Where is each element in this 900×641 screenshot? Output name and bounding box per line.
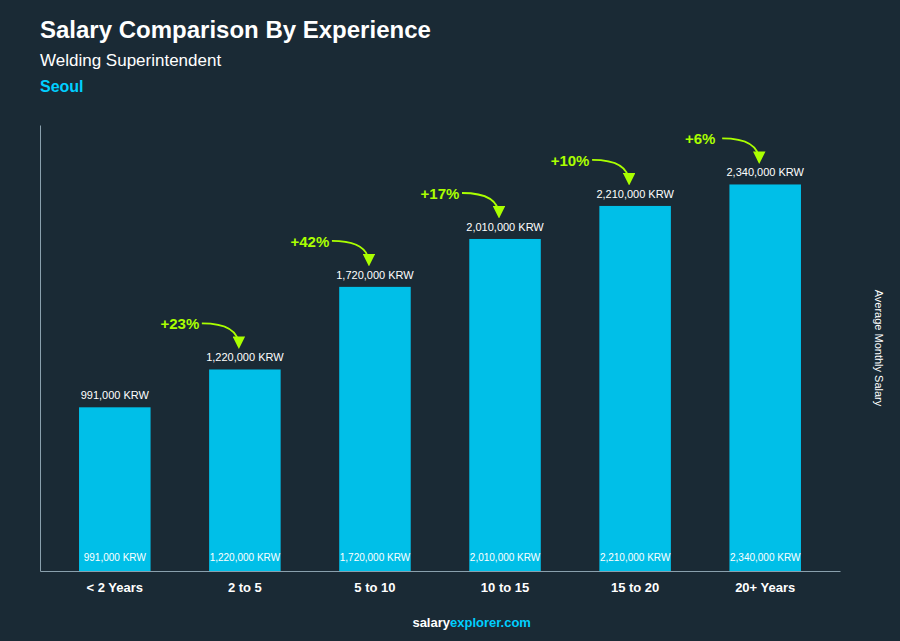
plot-area [79,184,801,571]
x-tick: 20+ Years [735,571,795,595]
bar [209,369,281,571]
annotation: +10% [551,152,590,169]
footer: salary [412,615,450,630]
x-tick: 5 to 10 [354,571,395,595]
annotation: +42% [291,233,330,250]
y-axis-line [40,126,41,572]
data-label-inner: 1,220,000 KRW [210,552,281,563]
x-tick-label: 5 to 10 [354,580,395,595]
annotation-arrow [722,138,759,161]
data-label-inner: 1,720,000 KRW [340,552,411,563]
bar [79,407,151,571]
annotations: +23% +42% +17% +10% +6% [160,130,759,346]
bar [469,239,541,571]
y-axis [40,126,41,572]
bar [729,184,801,571]
data-label-inner: 2,210,000 KRW [600,552,671,563]
x-axis: < 2 Years 2 to 5 5 to 10 10 to 15 15 to 20 20… [41,571,841,595]
x-axis-line [41,571,841,572]
chart: Salary Comparison By Experience Welding S… [0,0,900,641]
data-labels: 991,000 KRW 991,000 KRW 1,220,000 KRW 1,220… [81,166,805,563]
x-tick: < 2 Years [87,571,144,595]
annotation: +6% [685,130,715,147]
annotation-arrow [332,241,369,264]
x-tick-label: 20+ Years [735,580,795,595]
annotation-arrow [462,193,499,216]
bar [599,206,671,571]
annotation-arrow [592,160,629,183]
y-axis-title: Average Monthly Salary [873,290,885,407]
x-tick: 2 to 5 [228,571,262,595]
x-tick: 15 to 20 [611,571,659,595]
data-label: 1,220,000 KRW [206,351,284,363]
data-label-inner: 2,010,000 KRW [470,552,541,563]
annotation-arrow [202,323,239,346]
x-tick-label: 10 to 15 [481,580,529,595]
data-label: 991,000 KRW [81,389,150,401]
subtitle: Seoul [40,78,84,95]
data-label-inner: 2,340,000 KRW [730,552,801,563]
annotation: +17% [421,185,460,202]
title: Salary Comparison By Experience [40,16,431,43]
data-label: 2,210,000 KRW [596,188,674,200]
data-label: 2,010,000 KRW [466,221,544,233]
bar [339,287,411,571]
data-label-inner: 991,000 KRW [84,552,147,563]
x-tick: 10 to 15 [481,571,529,595]
data-label: 2,340,000 KRW [726,166,804,178]
x-tick-label: 15 to 20 [611,580,659,595]
footer: explorer.com [450,615,531,630]
data-label: 1,720,000 KRW [336,269,414,281]
x-tick-label: 2 to 5 [228,580,262,595]
annotation: +23% [160,315,199,332]
x-tick-label: < 2 Years [87,580,144,595]
subtitle: Welding Superintendent [40,51,221,70]
